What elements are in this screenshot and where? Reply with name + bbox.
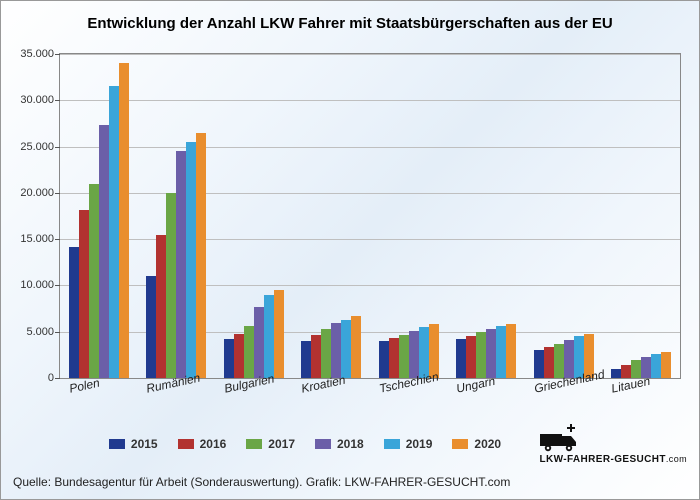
bar <box>89 184 99 378</box>
logo-text: LKW-FAHRER-GESUCHT.com <box>539 454 687 465</box>
legend-swatch <box>384 439 400 449</box>
bar <box>234 334 244 378</box>
bar-group: Ungarn <box>448 54 526 378</box>
bar <box>456 339 466 378</box>
bar <box>109 86 119 378</box>
legend-swatch <box>452 439 468 449</box>
bar <box>564 340 574 378</box>
bar <box>254 307 264 378</box>
bar <box>351 316 361 378</box>
bar <box>224 339 234 378</box>
source-citation: Quelle: Bundesagentur für Arbeit (Sonder… <box>13 475 510 489</box>
bar <box>341 320 351 378</box>
bar <box>506 324 516 378</box>
bar <box>119 63 129 378</box>
bar <box>466 336 476 378</box>
truck-icon <box>539 424 583 454</box>
legend-item: 2018 <box>315 437 364 451</box>
bar <box>389 338 399 378</box>
bar-group: Kroatien <box>293 54 371 378</box>
bar <box>379 341 389 378</box>
bar <box>196 133 206 378</box>
bar <box>331 323 341 378</box>
legend-label: 2018 <box>337 437 364 451</box>
bar <box>301 341 311 378</box>
plot-area: 05.00010.00015.00020.00025.00030.00035.0… <box>59 53 681 379</box>
bar-group: Polen <box>60 54 138 378</box>
x-tick-label: Polen <box>68 376 101 396</box>
bar <box>186 142 196 378</box>
legend-item: 2017 <box>246 437 295 451</box>
bar <box>661 352 671 378</box>
legend-label: 2016 <box>200 437 227 451</box>
legend-label: 2015 <box>131 437 158 451</box>
legend-item: 2016 <box>178 437 227 451</box>
legend-swatch <box>178 439 194 449</box>
bar <box>311 335 321 378</box>
bar-group: Rumänien <box>138 54 216 378</box>
bar <box>321 329 331 378</box>
bar-group: Griechenland <box>525 54 603 378</box>
legend-swatch <box>315 439 331 449</box>
bar-group: Tschechien <box>370 54 448 378</box>
legend: 2015 2016 2017 2018 2019 2020 <box>61 437 549 451</box>
bar <box>409 331 419 378</box>
legend-swatch <box>246 439 262 449</box>
legend-swatch <box>109 439 125 449</box>
bar <box>176 151 186 378</box>
legend-item: 2015 <box>109 437 158 451</box>
legend-label: 2019 <box>406 437 433 451</box>
bar <box>69 247 79 378</box>
bar <box>496 326 506 378</box>
bar <box>651 354 661 378</box>
bar <box>79 210 89 378</box>
bar <box>264 295 274 378</box>
bar <box>554 344 564 378</box>
legend-item: 2019 <box>384 437 433 451</box>
bar <box>486 329 496 378</box>
bar <box>156 235 166 378</box>
bar <box>166 193 176 378</box>
bar <box>146 276 156 378</box>
chart-title: Entwicklung der Anzahl LKW Fahrer mit St… <box>1 1 699 40</box>
bar <box>544 347 554 378</box>
legend-label: 2020 <box>474 437 501 451</box>
bar <box>534 350 544 378</box>
bar <box>611 369 621 378</box>
legend-label: 2017 <box>268 437 295 451</box>
legend-item: 2020 <box>452 437 501 451</box>
bar <box>399 335 409 379</box>
bar <box>621 365 631 378</box>
bar <box>99 125 109 378</box>
brand-logo: LKW-FAHRER-GESUCHT.com <box>539 424 687 465</box>
bar <box>274 290 284 378</box>
bar-group: Litauen <box>603 54 681 378</box>
bar-group: Bulgarien <box>215 54 293 378</box>
bar <box>244 326 254 378</box>
bar <box>476 332 486 378</box>
